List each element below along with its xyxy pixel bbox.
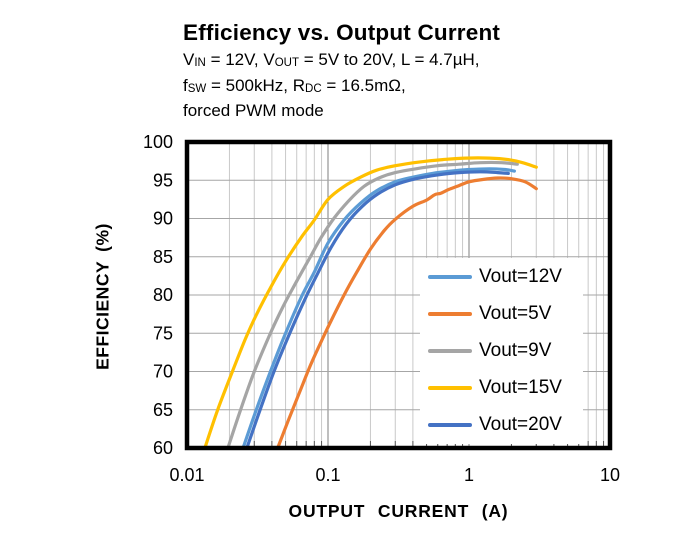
legend-swatch <box>428 311 472 316</box>
chart-subtitle-line: VIN = 12V, VOUT = 5V to 20V, L = 4.7µH, <box>183 49 663 75</box>
y-tick-label: 60 <box>153 438 173 458</box>
series-line-vout-20v <box>245 170 510 450</box>
y-tick-label: 80 <box>153 285 173 305</box>
chart-subtitle-line: forced PWM mode <box>183 100 663 122</box>
series-line-vout-5v <box>276 176 538 450</box>
legend-swatch <box>428 423 472 428</box>
y-tick-label: 75 <box>153 323 173 343</box>
legend-swatch <box>428 274 472 279</box>
y-tick-label: 70 <box>153 362 173 382</box>
x-tick-label: 0.01 <box>169 465 204 485</box>
subtitle-text: forced PWM mode <box>183 101 324 120</box>
chart-subtitle-line: fSW = 500kHz, RDC = 16.5mΩ, <box>183 75 663 101</box>
series-line-vout-9v <box>226 160 519 450</box>
subtitle-text: = 5V to 20V, L = 4.7µH, <box>298 50 480 69</box>
y-tick-label: 65 <box>153 400 173 420</box>
x-axis-title: OUTPUT CURRENT (A) <box>288 501 509 521</box>
legend-item-vout-9v: Vout=9V <box>428 340 583 362</box>
legend-label: Vout=20V <box>479 414 562 436</box>
x-axis-tick-labels: 0.01 0.1 1 10 <box>169 465 620 485</box>
x-tick-label: 1 <box>464 465 474 485</box>
legend-item-vout-20v: Vout=20V <box>428 414 583 436</box>
y-axis-tick-labels: 60 65 70 75 80 85 90 95 100 <box>143 132 173 458</box>
legend-swatch <box>428 348 472 353</box>
chart-subtitle: VIN = 12V, VOUT = 5V to 20V, L = 4.7µH, f… <box>183 49 663 122</box>
subscript-text: DC <box>305 82 322 95</box>
y-tick-label: 100 <box>143 132 173 152</box>
title-block: Efficiency vs. Output Current VIN = 12V,… <box>183 20 663 122</box>
series-line-vout-15v <box>203 156 538 450</box>
x-tick-label: 0.1 <box>315 465 340 485</box>
legend-swatch <box>428 386 472 391</box>
legend-label: Vout=12V <box>479 265 562 287</box>
legend-item-vout-5v: Vout=5V <box>428 303 583 325</box>
x-tick-label: 10 <box>600 465 620 485</box>
legend-label: Vout=15V <box>479 377 562 399</box>
subtitle-text: = 16.5mΩ, <box>321 75 406 95</box>
subscript-text: IN <box>194 57 206 69</box>
subtitle-text: f <box>183 75 188 95</box>
subtitle-text: = 500kHz, R <box>206 75 306 95</box>
legend-item-vout-15v: Vout=15V <box>428 377 583 399</box>
subscript-text: OUT <box>274 57 299 69</box>
series-line-vout-12v <box>241 167 516 450</box>
subscript-text: SW <box>187 82 207 95</box>
plot-border <box>184 139 613 451</box>
y-tick-label: 85 <box>153 247 173 267</box>
y-tick-label: 95 <box>153 170 173 190</box>
y-tick-label: 90 <box>153 209 173 229</box>
chart-title: Efficiency vs. Output Current <box>183 20 501 45</box>
subtitle-text: = 12V, V <box>205 50 275 69</box>
subtitle-text: V <box>183 50 195 69</box>
legend: Vout=12V Vout=5V Vout=9V Vout=15V Vout=20V <box>420 258 583 444</box>
legend-item-vout-12v: Vout=12V <box>428 266 583 288</box>
legend-label: Vout=9V <box>479 339 552 361</box>
legend-label: Vout=5V <box>479 302 552 324</box>
